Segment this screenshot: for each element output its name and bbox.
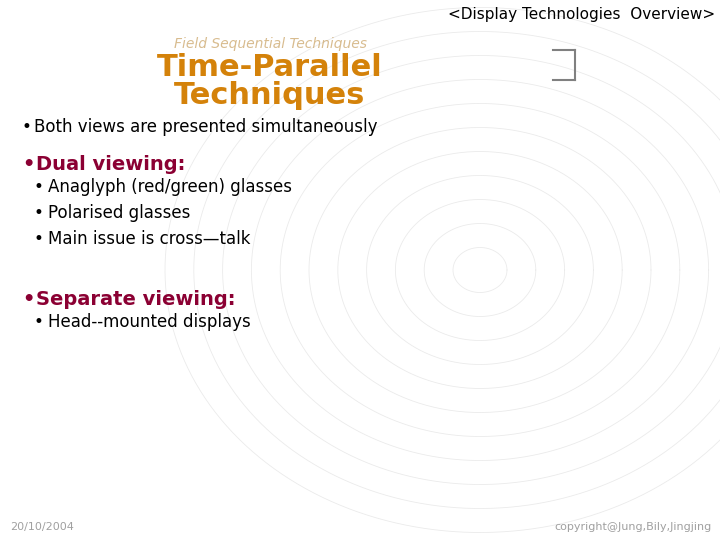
- Text: •: •: [34, 178, 44, 196]
- Text: Field Sequential Techniques: Field Sequential Techniques: [174, 37, 366, 51]
- Text: Main issue is cross—talk: Main issue is cross—talk: [48, 230, 251, 248]
- Text: copyright@Jung,Bily,Jingjing: copyright@Jung,Bily,Jingjing: [554, 522, 712, 532]
- Text: •: •: [34, 230, 44, 248]
- Text: •: •: [22, 118, 32, 136]
- Text: Polarised glasses: Polarised glasses: [48, 204, 190, 222]
- Text: Techniques: Techniques: [174, 80, 366, 110]
- Text: Dual viewing:: Dual viewing:: [36, 155, 185, 174]
- Text: Time-Parallel: Time-Parallel: [157, 53, 383, 83]
- Text: Separate viewing:: Separate viewing:: [36, 290, 235, 309]
- Text: •: •: [34, 313, 44, 331]
- Text: •: •: [34, 204, 44, 222]
- Text: •: •: [22, 155, 35, 174]
- Text: Anaglyph (red/green) glasses: Anaglyph (red/green) glasses: [48, 178, 292, 196]
- Text: <Display Technologies  Overview>: <Display Technologies Overview>: [448, 7, 715, 22]
- Text: Both views are presented simultaneously: Both views are presented simultaneously: [34, 118, 377, 136]
- Text: •: •: [22, 290, 35, 309]
- Text: Head--mounted displays: Head--mounted displays: [48, 313, 251, 331]
- Text: 20/10/2004: 20/10/2004: [10, 522, 74, 532]
